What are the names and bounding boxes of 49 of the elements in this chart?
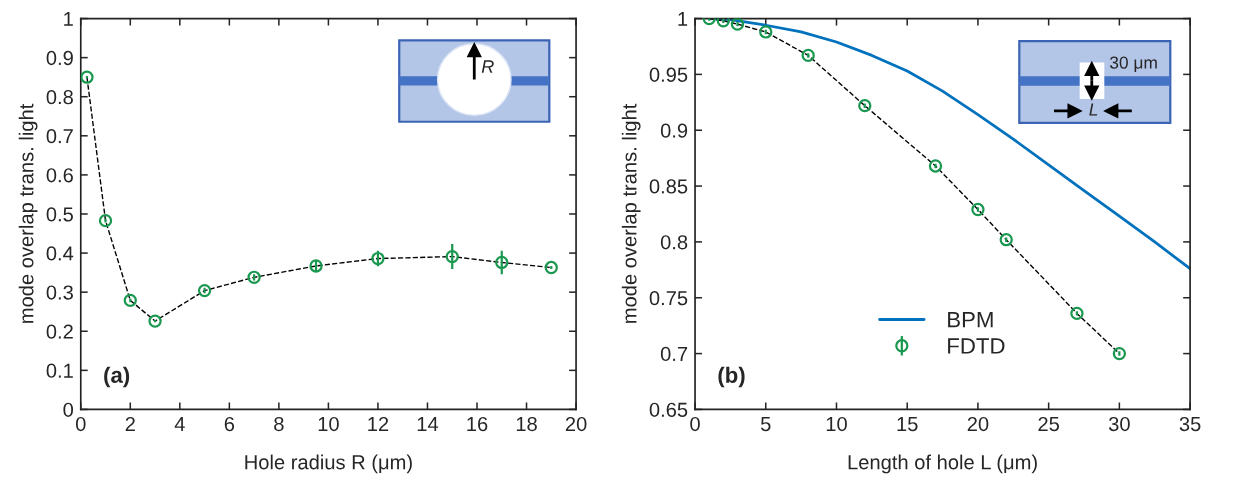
x-tick-label: 20 [967, 416, 989, 432]
x-tick-label: 12 [368, 416, 389, 431]
y-tick-label: 0.9 [660, 123, 688, 138]
y-tick-label: 0.75 [649, 290, 688, 306]
y-tick-label: 1 [64, 11, 73, 26]
y-tick-label: 0.7 [660, 346, 688, 362]
annotation: L [1089, 103, 1098, 116]
x-tick-label: 15 [897, 417, 918, 432]
y-tick-label: 0.4 [46, 246, 74, 261]
x-tick-label: 14 [417, 417, 439, 431]
y-tick-label: 0.8 [46, 89, 73, 105]
legend-label: FDTD [948, 338, 1005, 354]
x-tick-label: 25 [1038, 416, 1060, 432]
y-tick-label: 0.2 [46, 324, 73, 339]
x-axis-title: Length of hole L (μm) [848, 454, 1037, 474]
y-tick-label: 0.3 [46, 285, 73, 300]
x-tick-label: 35 [1179, 416, 1201, 432]
y-tick-label: 0.1 [46, 363, 73, 378]
annotation: R [481, 60, 494, 73]
annotation: (b) [718, 366, 745, 388]
y-tick-label: 1 [678, 11, 688, 26]
x-tick-label: 5 [760, 417, 771, 432]
y-tick-label: 0.5 [46, 207, 73, 222]
x-tick-label: 0 [690, 416, 700, 432]
legend-label: BPM [948, 311, 993, 328]
y-tick-label: 0.95 [649, 67, 688, 82]
y-tick-label: 0.65 [649, 402, 688, 417]
y-tick-label: 0.8 [660, 235, 688, 250]
y-tick-label: 0.6 [46, 168, 73, 183]
x-tick-label: 0 [75, 416, 86, 432]
x-tick-label: 16 [467, 416, 488, 432]
y-tick-label: 0.9 [46, 50, 73, 66]
x-tick-label: 10 [826, 416, 847, 432]
annotation: (a) [104, 366, 130, 388]
y-tick-label: 0 [63, 402, 74, 417]
y-tick-label: 0.85 [649, 179, 688, 194]
x-tick-label: 6 [224, 416, 235, 432]
annotation: 30 μm [1109, 56, 1157, 72]
x-tick-label: 8 [274, 416, 284, 432]
x-tick-label: 18 [516, 416, 537, 432]
x-tick-label: 20 [565, 416, 587, 432]
y-axis-title: mode overlap trans. light [18, 103, 38, 323]
x-tick-label: 10 [318, 416, 339, 432]
y-tick-label: 0.7 [46, 129, 73, 144]
x-tick-label: 30 [1108, 416, 1130, 432]
x-tick-label: 2 [125, 416, 135, 431]
x-tick-label: 4 [174, 417, 185, 431]
x-axis-title: Hole radius R (μm) [245, 454, 412, 474]
y-axis-title: mode overlap trans. light [621, 103, 641, 323]
